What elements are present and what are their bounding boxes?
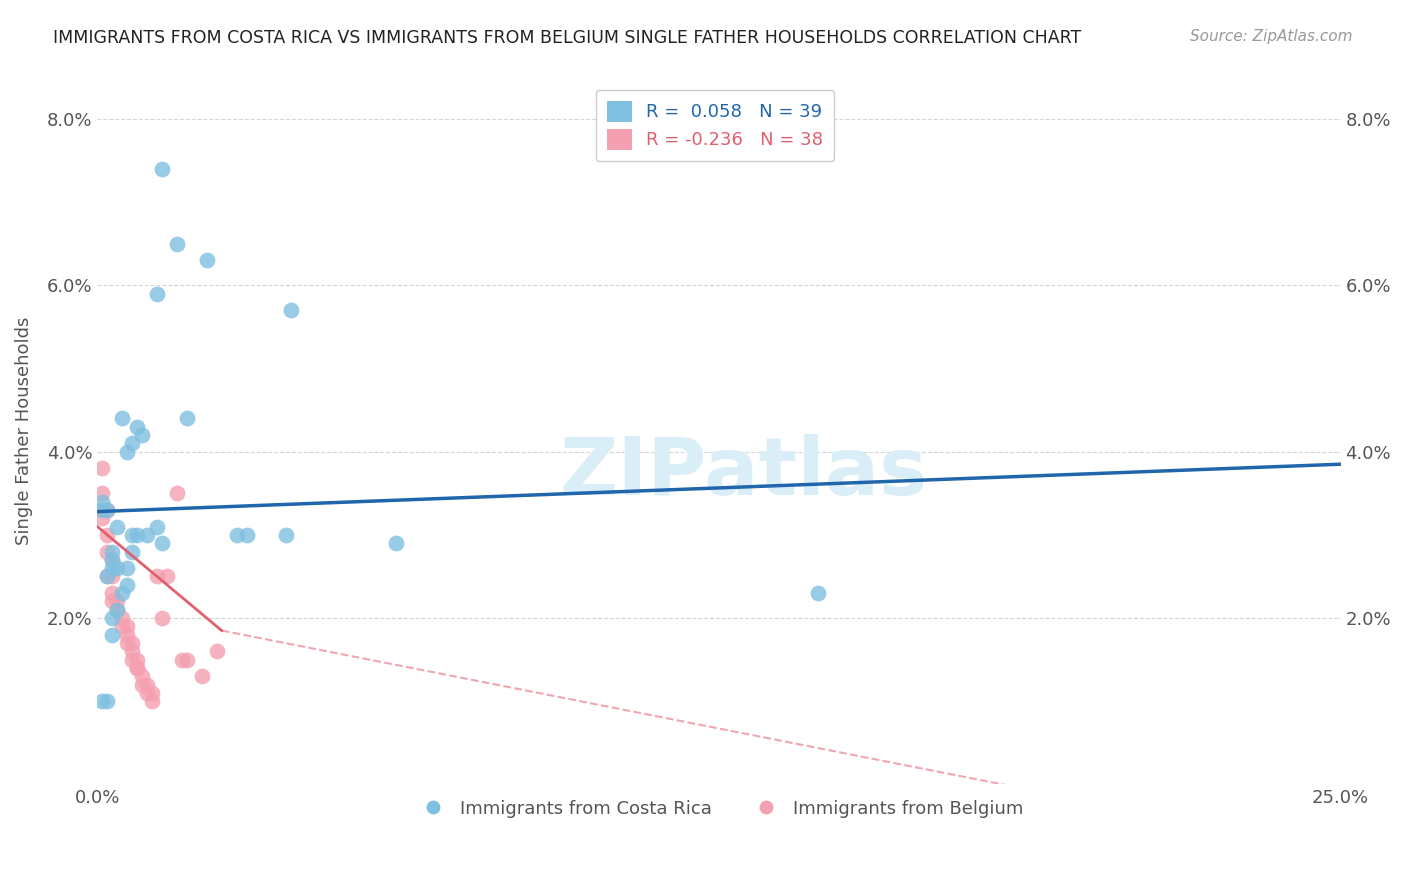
Point <box>115 578 138 592</box>
Point <box>101 611 124 625</box>
Legend: Immigrants from Costa Rica, Immigrants from Belgium: Immigrants from Costa Rica, Immigrants f… <box>408 792 1031 825</box>
Point <box>807 586 830 600</box>
Point <box>91 503 114 517</box>
Point <box>156 569 179 583</box>
Point <box>280 303 302 318</box>
Point <box>96 503 118 517</box>
Point <box>176 653 198 667</box>
Point <box>191 669 214 683</box>
Point <box>96 544 118 558</box>
Point <box>141 686 163 700</box>
Point <box>111 411 134 425</box>
Point <box>150 611 173 625</box>
Point <box>127 528 149 542</box>
Point <box>115 444 138 458</box>
Point <box>111 586 134 600</box>
Point <box>121 436 143 450</box>
Point <box>127 661 149 675</box>
Point <box>170 653 193 667</box>
Point <box>195 253 218 268</box>
Text: Source: ZipAtlas.com: Source: ZipAtlas.com <box>1189 29 1353 44</box>
Point <box>176 411 198 425</box>
Point <box>166 236 188 251</box>
Point <box>205 644 228 658</box>
Point <box>115 619 138 633</box>
Point <box>105 603 128 617</box>
Point <box>91 494 114 508</box>
Point <box>136 686 159 700</box>
Point <box>131 678 153 692</box>
Point <box>384 536 406 550</box>
Point <box>146 569 169 583</box>
Point <box>91 486 114 500</box>
Point <box>131 428 153 442</box>
Point <box>166 486 188 500</box>
Point <box>127 419 149 434</box>
Point <box>127 661 149 675</box>
Point <box>91 694 114 708</box>
Point <box>105 603 128 617</box>
Point <box>276 528 298 542</box>
Point <box>121 644 143 658</box>
Point <box>150 161 173 176</box>
Point <box>150 536 173 550</box>
Point <box>101 544 124 558</box>
Point <box>91 511 114 525</box>
Y-axis label: Single Father Households: Single Father Households <box>15 317 32 545</box>
Point <box>101 569 124 583</box>
Point <box>146 519 169 533</box>
Point <box>225 528 247 542</box>
Text: ZIPatlas: ZIPatlas <box>560 434 928 512</box>
Point <box>105 594 128 608</box>
Point <box>105 561 128 575</box>
Point <box>101 553 124 567</box>
Point <box>91 461 114 475</box>
Point <box>115 636 138 650</box>
Point <box>96 569 118 583</box>
Point <box>136 678 159 692</box>
Point <box>111 619 134 633</box>
Point <box>115 628 138 642</box>
Point <box>141 694 163 708</box>
Point <box>101 553 124 567</box>
Point <box>136 528 159 542</box>
Point <box>235 528 257 542</box>
Point <box>121 544 143 558</box>
Point <box>111 611 134 625</box>
Point <box>115 561 138 575</box>
Point <box>101 561 124 575</box>
Point <box>105 519 128 533</box>
Point <box>96 694 118 708</box>
Point <box>101 628 124 642</box>
Point <box>131 669 153 683</box>
Point <box>127 653 149 667</box>
Point <box>121 528 143 542</box>
Point <box>96 569 118 583</box>
Text: IMMIGRANTS FROM COSTA RICA VS IMMIGRANTS FROM BELGIUM SINGLE FATHER HOUSEHOLDS C: IMMIGRANTS FROM COSTA RICA VS IMMIGRANTS… <box>53 29 1081 46</box>
Point <box>101 594 124 608</box>
Point <box>146 286 169 301</box>
Point <box>101 586 124 600</box>
Point <box>96 528 118 542</box>
Point <box>96 503 118 517</box>
Point <box>121 653 143 667</box>
Point <box>121 636 143 650</box>
